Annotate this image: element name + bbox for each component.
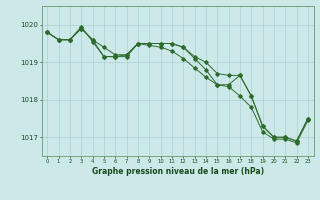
X-axis label: Graphe pression niveau de la mer (hPa): Graphe pression niveau de la mer (hPa) xyxy=(92,167,264,176)
